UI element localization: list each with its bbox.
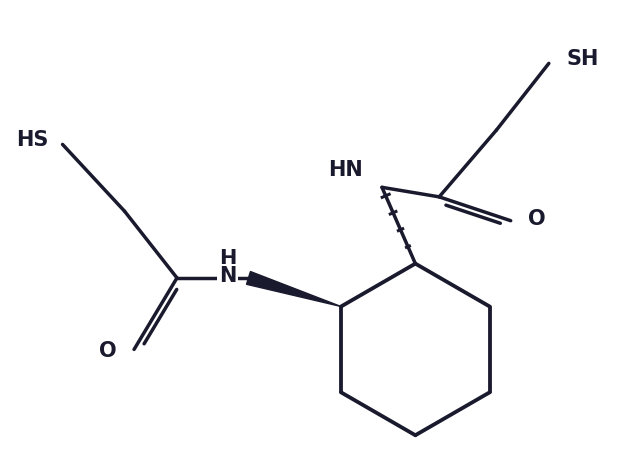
Text: HN: HN bbox=[328, 160, 363, 180]
Text: O: O bbox=[528, 209, 545, 229]
Text: SH: SH bbox=[566, 48, 598, 69]
Text: N: N bbox=[219, 266, 236, 286]
Text: HS: HS bbox=[16, 130, 48, 149]
Polygon shape bbox=[246, 272, 341, 306]
Text: O: O bbox=[99, 341, 117, 361]
Text: H: H bbox=[219, 249, 236, 269]
